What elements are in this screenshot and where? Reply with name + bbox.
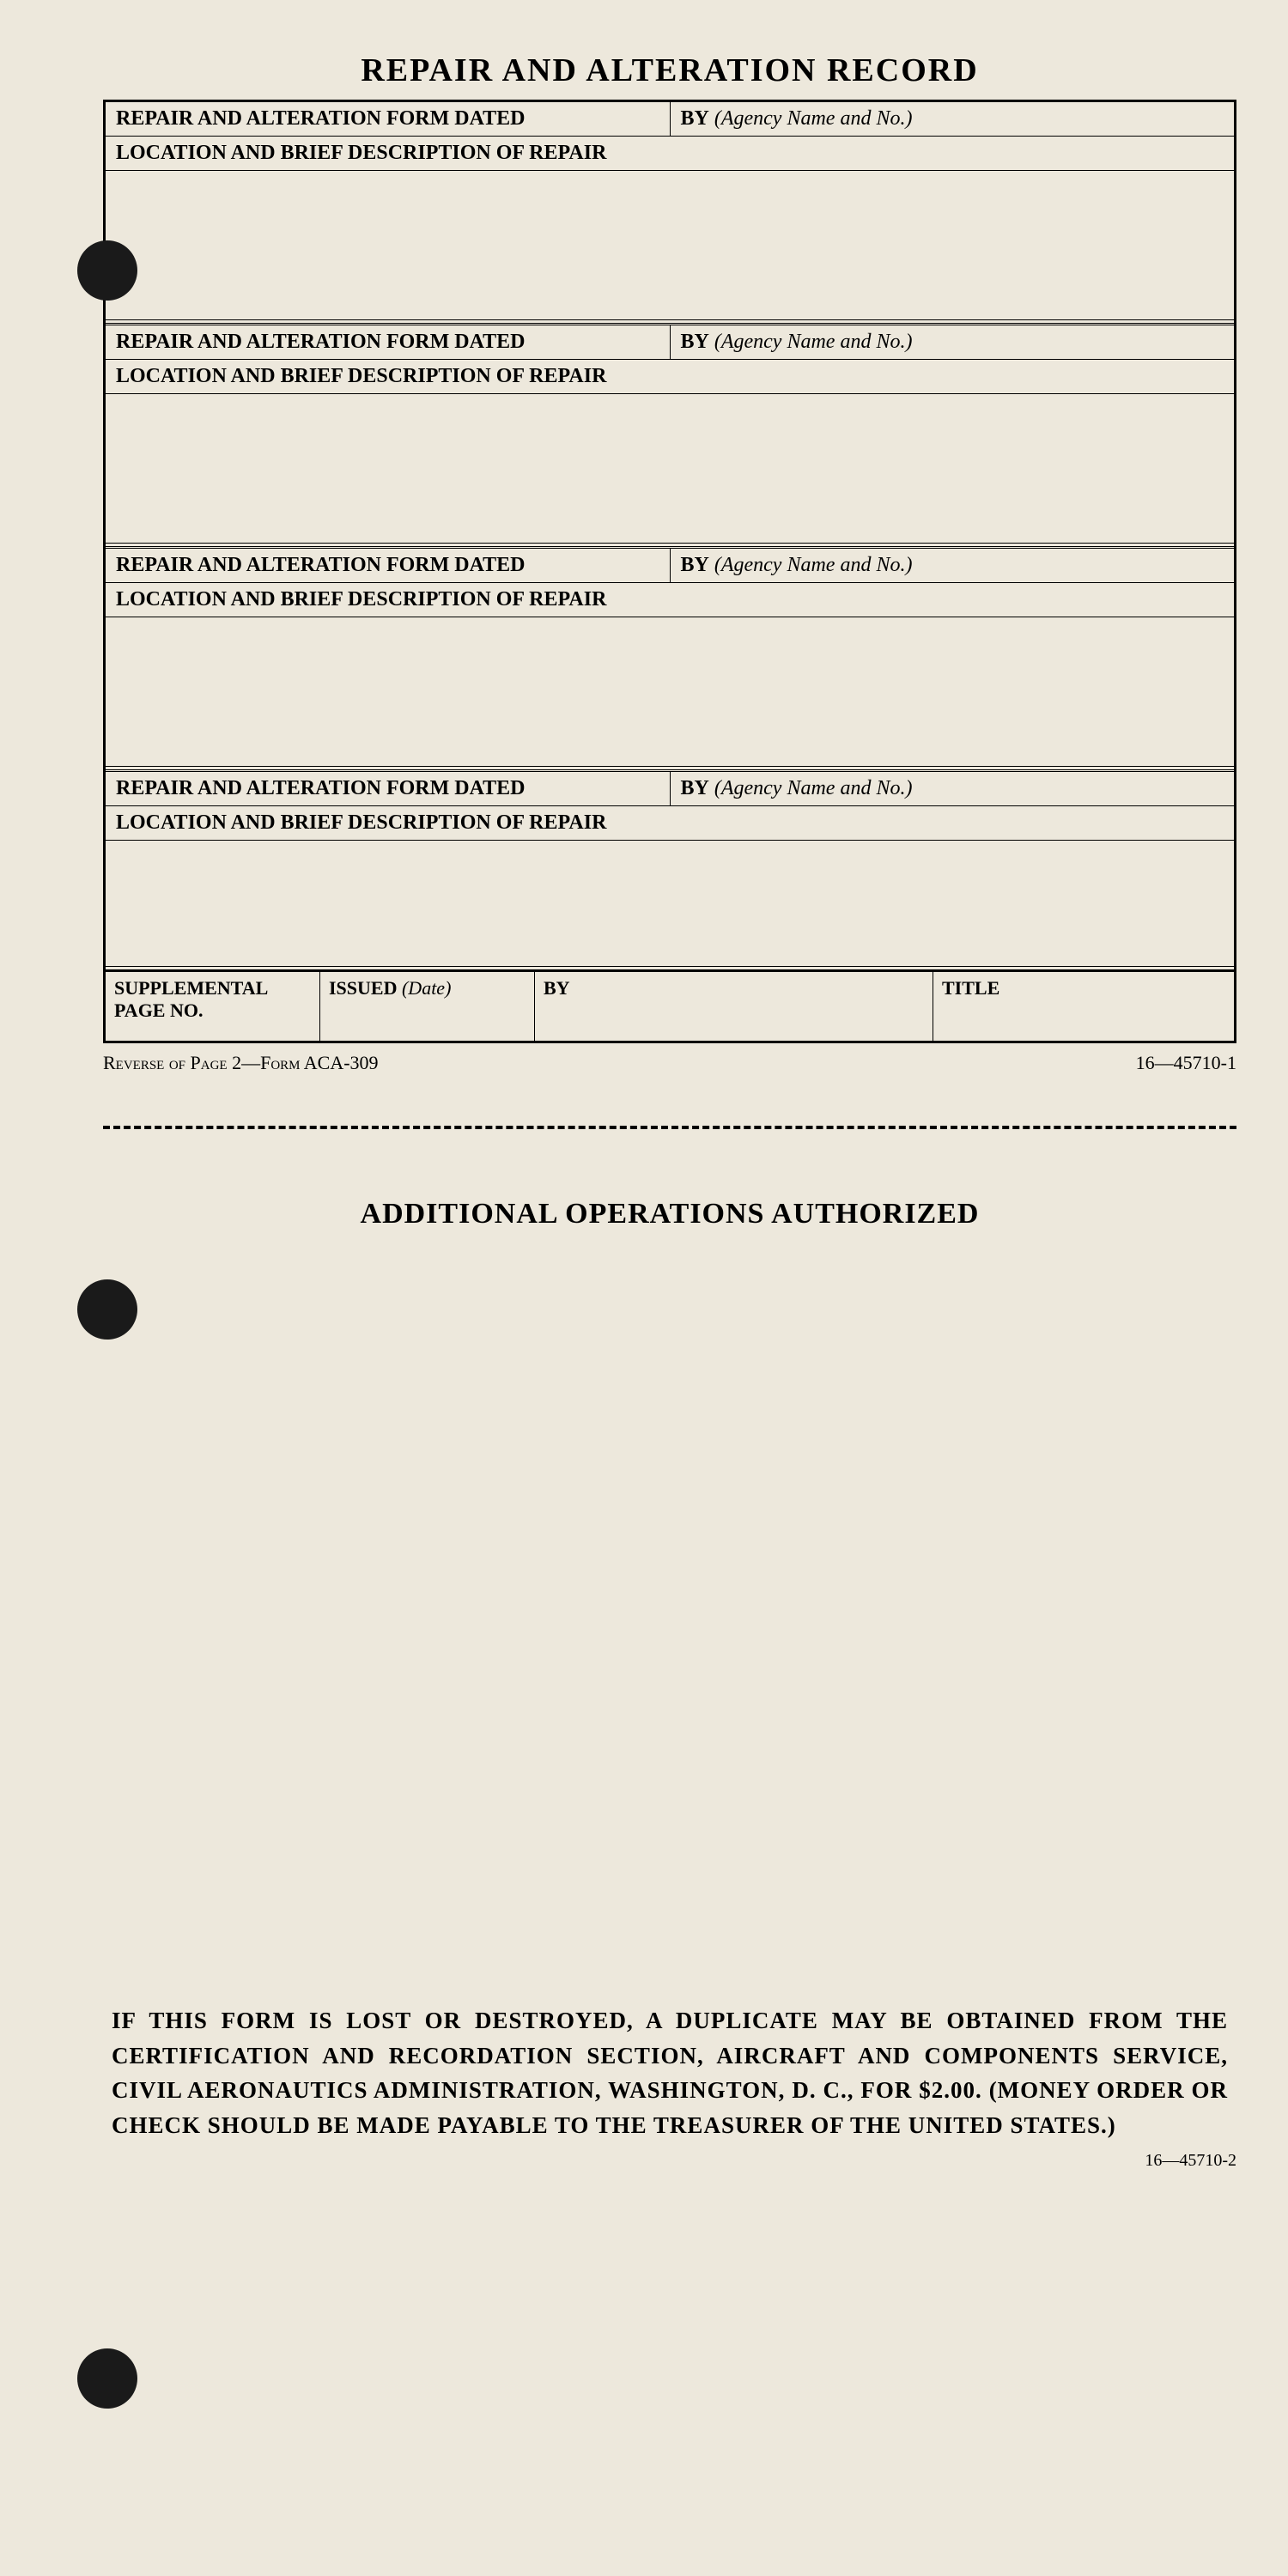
dated-label: REPAIR AND ALTERATION FORM DATED [116, 777, 526, 799]
by-label: BY [681, 777, 709, 799]
form-footer-right: 16—45710-1 [1136, 1052, 1236, 1074]
main-title: REPAIR AND ALTERATION RECORD [103, 52, 1236, 89]
desc-label: LOCATION AND BRIEF DESCRIPTION OF REPAIR [116, 811, 606, 834]
footer-text: IF THIS FORM IS LOST OR DESTROYED, A DUP… [103, 2003, 1236, 2142]
supplemental-row: SUPPLEMENTAL PAGE NO. ISSUED (Date) BY T… [106, 969, 1234, 1041]
dated-cell: REPAIR AND ALTERATION FORM DATED [106, 325, 671, 359]
by-hint: (Agency Name and No.) [714, 331, 913, 353]
by-hint: (Agency Name and No.) [714, 777, 913, 799]
form-footer: Reverse of Page 2—Form ACA-309 16—45710-… [103, 1052, 1236, 1074]
supp-label-1b: PAGE NO. [114, 999, 311, 1022]
section2-title: ADDITIONAL OPERATIONS AUTHORIZED [103, 1198, 1236, 1230]
dated-label: REPAIR AND ALTERATION FORM DATED [116, 331, 526, 353]
by-cell: BY [535, 972, 933, 1041]
issued-hint: (Date) [402, 977, 451, 999]
footer-code: 16—45710-2 [103, 2151, 1236, 2171]
supp-label-1a: SUPPLEMENTAL [114, 977, 311, 999]
desc-label: LOCATION AND BRIEF DESCRIPTION OF REPAIR [116, 588, 606, 611]
by-hint: (Agency Name and No.) [714, 554, 913, 576]
issued-label: ISSUED [329, 977, 397, 999]
by-label: BY [681, 554, 709, 576]
by-cell: BY (Agency Name and No.) [671, 325, 1235, 359]
desc-label: LOCATION AND BRIEF DESCRIPTION OF REPAIR [116, 365, 606, 387]
issued-cell: ISSUED (Date) [320, 972, 535, 1041]
form-footer-left: Reverse of Page 2—Form ACA-309 [103, 1052, 379, 1074]
repair-block: REPAIR AND ALTERATION FORM DATED BY (Age… [106, 772, 1234, 969]
desc-space [106, 841, 1234, 969]
desc-space [106, 171, 1234, 325]
punch-hole [77, 2348, 137, 2409]
repair-block: REPAIR AND ALTERATION FORM DATED BY (Age… [106, 325, 1234, 549]
dated-label: REPAIR AND ALTERATION FORM DATED [116, 107, 526, 130]
by-label: BY [681, 107, 709, 130]
by-label: BY [681, 331, 709, 353]
repair-block: REPAIR AND ALTERATION FORM DATED BY (Age… [106, 102, 1234, 325]
by-cell: BY (Agency Name and No.) [671, 549, 1235, 582]
supplemental-page-cell: SUPPLEMENTAL PAGE NO. [106, 972, 320, 1041]
desc-label-row: LOCATION AND BRIEF DESCRIPTION OF REPAIR [106, 806, 1234, 841]
title-label: TITLE [942, 977, 999, 999]
dated-cell: REPAIR AND ALTERATION FORM DATED [106, 549, 671, 582]
page: REPAIR AND ALTERATION RECORD REPAIR AND … [0, 0, 1288, 2576]
repair-table: REPAIR AND ALTERATION FORM DATED BY (Age… [103, 100, 1236, 1043]
repair-block: REPAIR AND ALTERATION FORM DATED BY (Age… [106, 549, 1234, 772]
dated-cell: REPAIR AND ALTERATION FORM DATED [106, 772, 671, 805]
title-cell: TITLE [933, 972, 1234, 1041]
dated-label: REPAIR AND ALTERATION FORM DATED [116, 554, 526, 576]
desc-label: LOCATION AND BRIEF DESCRIPTION OF REPAIR [116, 142, 606, 164]
desc-space [106, 617, 1234, 772]
by-label: BY [544, 977, 570, 999]
desc-label-row: LOCATION AND BRIEF DESCRIPTION OF REPAIR [106, 360, 1234, 394]
punch-hole [77, 1279, 137, 1340]
by-cell: BY (Agency Name and No.) [671, 102, 1235, 136]
desc-label-row: LOCATION AND BRIEF DESCRIPTION OF REPAIR [106, 137, 1234, 171]
desc-label-row: LOCATION AND BRIEF DESCRIPTION OF REPAIR [106, 583, 1234, 617]
fold-line [103, 1126, 1236, 1129]
by-cell: BY (Agency Name and No.) [671, 772, 1235, 805]
desc-space [106, 394, 1234, 549]
dated-cell: REPAIR AND ALTERATION FORM DATED [106, 102, 671, 136]
by-hint: (Agency Name and No.) [714, 107, 913, 130]
